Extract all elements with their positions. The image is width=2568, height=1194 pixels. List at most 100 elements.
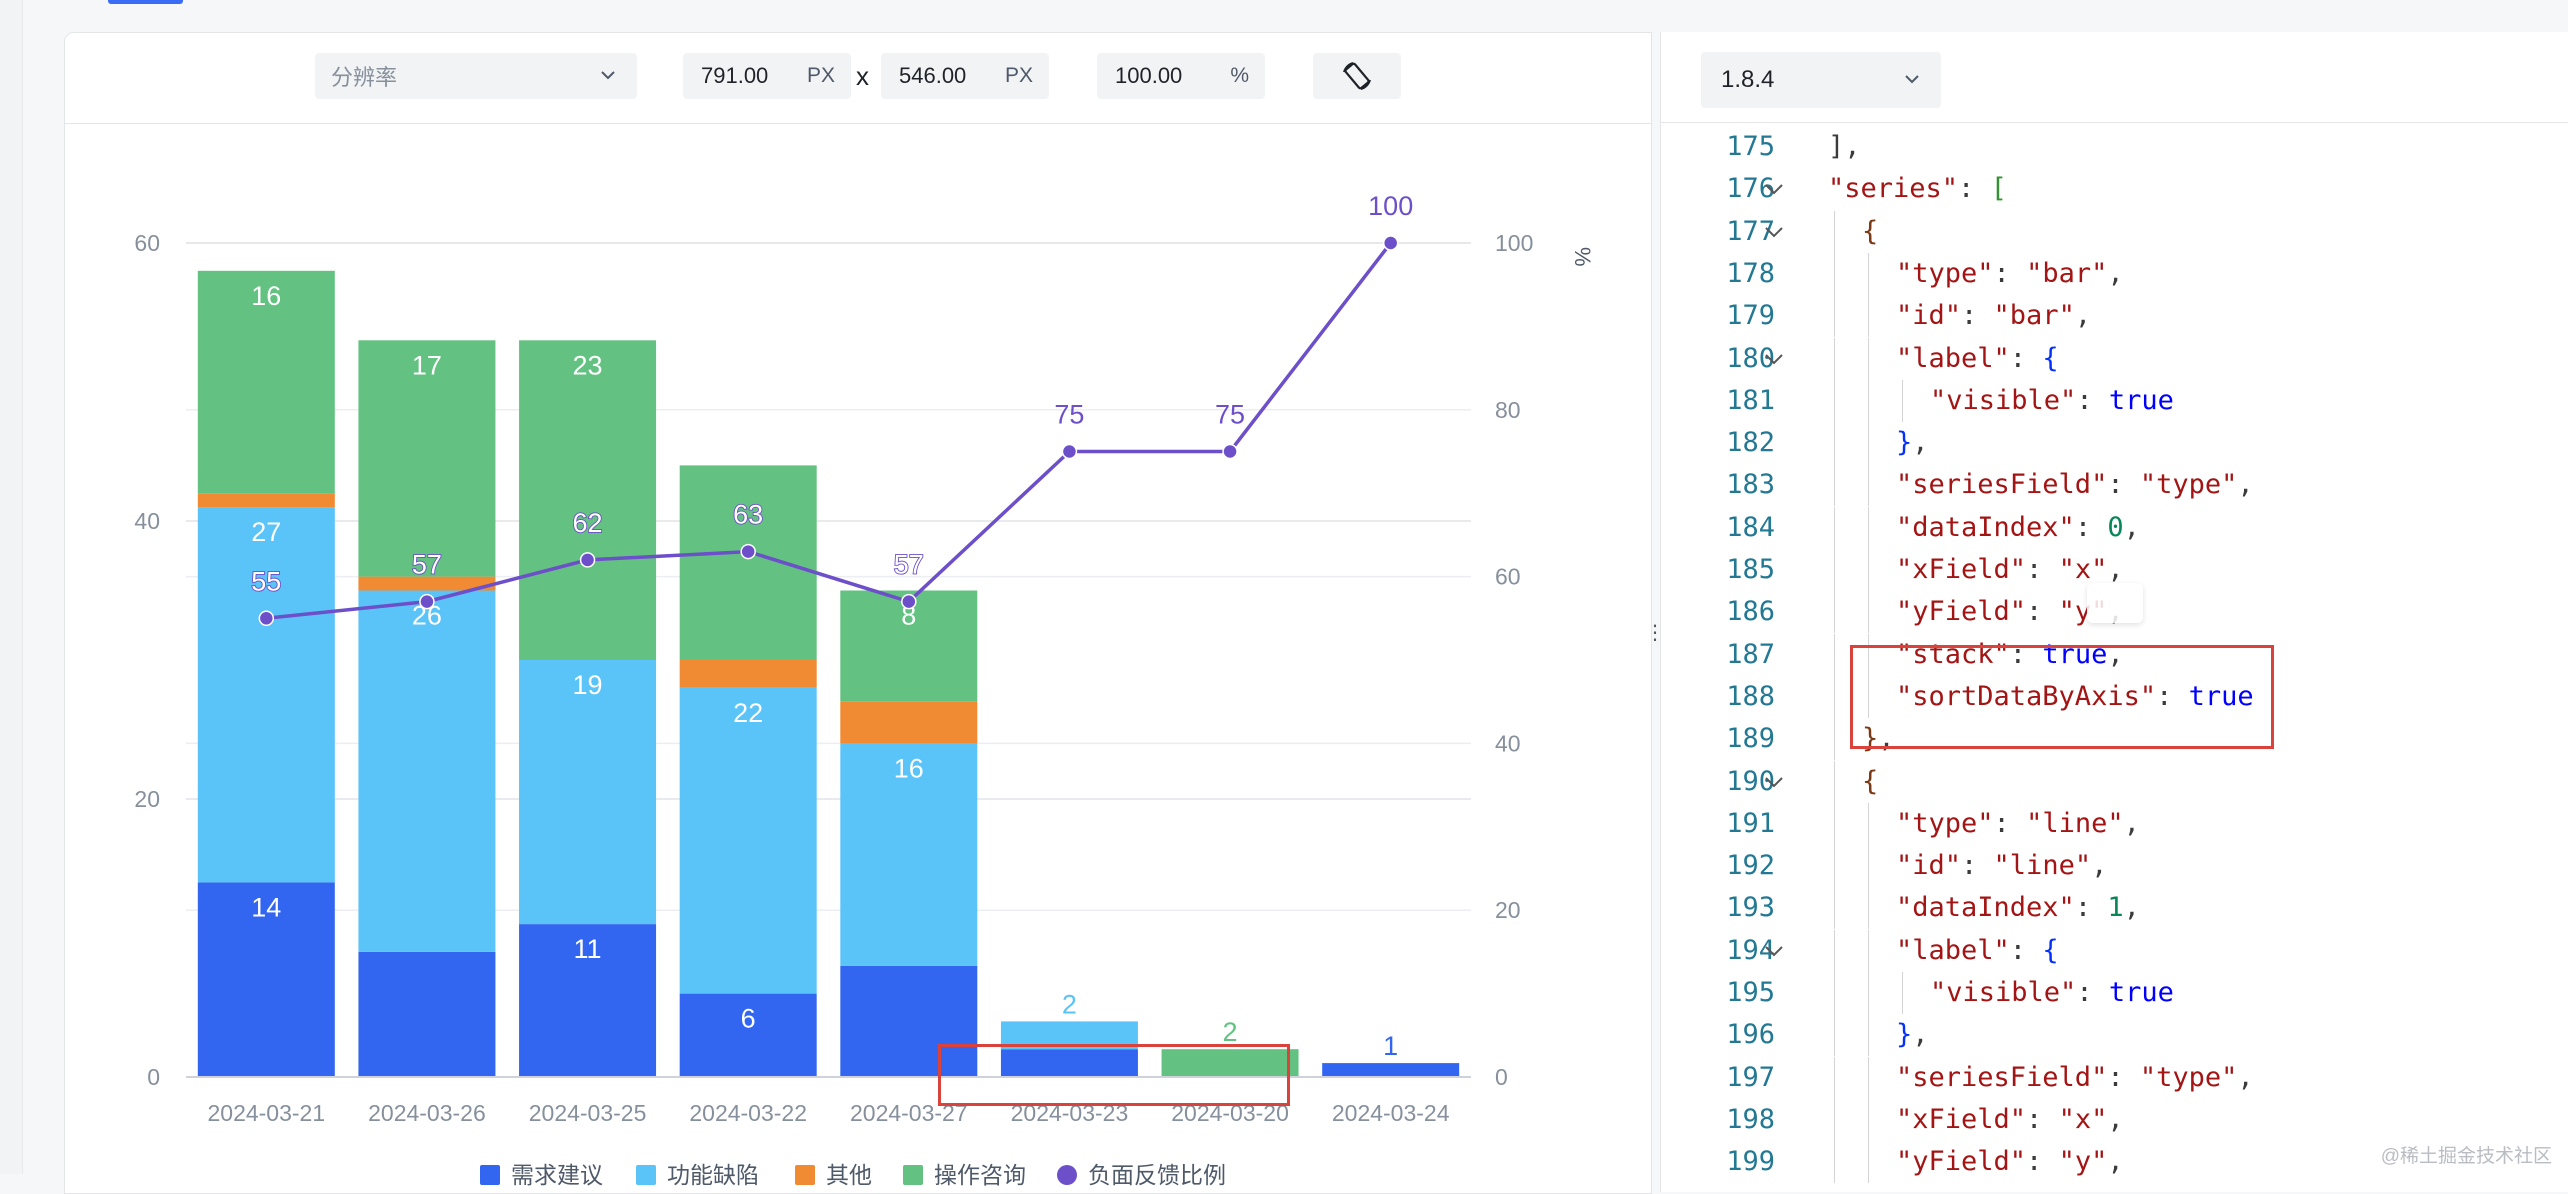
code-token: : [2026,596,2059,628]
y-right-tick-label: 100 [1495,230,1533,256]
zoom-input[interactable]: 100.00 % [1097,53,1265,99]
left-sidebar-strip [0,0,23,1174]
indent-guide [1834,252,1835,295]
indent-guide [1868,295,1869,338]
fold-chevron-icon[interactable] [1761,338,1787,380]
line-number: 180 [1726,342,1775,374]
code-line: 191 "type": "line", [1661,802,2568,845]
rotate-screen-icon [1343,62,1371,90]
line-data-label: 57 [412,550,442,580]
y-right-tick-label: 20 [1495,897,1521,923]
code-token: , [2123,892,2140,924]
watermark: @稀土掘金技术社区 [2380,1146,2552,1167]
code-line: 199 "yField": "y", [1661,1141,2568,1184]
code-text: }, [1896,1014,1929,1056]
resolution-select[interactable]: 分辨率 [315,53,637,99]
code-text: "visible": true [1930,380,2174,422]
hover-tooltip [2087,583,2143,623]
code-token: { [1862,765,1879,797]
line-number: 187 [1726,638,1775,670]
bar-segment [679,993,817,1077]
code-token: "dataIndex" [1896,892,2075,924]
chevron-down-icon [601,71,615,80]
code-token: "y" [2058,1146,2108,1178]
legend-label: 负面反馈比例 [1088,1162,1226,1188]
code-text: "label": { [1896,930,2059,972]
line-number: 185 [1726,554,1775,585]
editor-divider [1661,122,2568,123]
code-token: : [2009,342,2043,374]
bar-data-label: 23 [573,350,603,380]
code-token: "bar" [1993,300,2075,332]
bar-segment [679,465,817,660]
code-token: , [1912,1019,1929,1051]
code-token: 1 [2107,892,2124,924]
code-line: 183 "seriesField": "type", [1661,464,2568,507]
indent-guide [1834,845,1835,888]
line-number: 193 [1726,892,1775,924]
code-line: 193 "dataIndex": 1, [1661,887,2568,930]
indent-guide [1834,210,1835,253]
code-line: 184 "dataIndex": 0, [1661,506,2568,549]
line-point [1061,443,1078,460]
code-text: "seriesField": "type", [1896,1057,2254,1099]
code-token: "id" [1896,300,1962,332]
code-token: , [2123,511,2140,543]
code-token: : [2009,934,2043,966]
rotate-button[interactable] [1313,53,1401,99]
code-token: : [2074,511,2108,543]
y-right-tick-label: 60 [1495,564,1521,590]
line-number: 197 [1726,1061,1775,1093]
code-token: : [2076,977,2109,1008]
indent-guide [1834,760,1835,803]
code-line: 194 "label": { [1661,929,2568,972]
y-right-tick-label: 0 [1495,1064,1508,1090]
line-data-label: 75 [1054,400,1084,430]
line-number: 176 [1726,173,1775,205]
indent-guide [1834,802,1835,845]
code-token: "type" [1896,807,1994,839]
line-point [258,610,275,627]
bar-data-label: 2 [1062,989,1077,1019]
preview-toolbar: 分辨率 791.00 PX x 546.00 PX 100.00 % [65,33,1651,124]
indent-guide [1834,887,1835,930]
code-text: { [1862,211,1878,253]
indent-guide [1834,675,1835,718]
code-line: 185 "xField": "x", [1661,549,2568,591]
code-token: , [2237,469,2254,501]
code-token: "label" [1896,934,2010,966]
line-number: 190 [1726,765,1775,797]
bar-segment [519,924,657,1077]
code-text: "xField": "x", [1896,1099,2124,1141]
code-line: 196}, [1661,1014,2568,1057]
indent-guide [1834,1014,1835,1057]
legend-marker [636,1165,656,1185]
code-line: 182}, [1661,422,2568,465]
code-token: "seriesField" [1896,469,2108,501]
code-text: ], [1828,126,1861,168]
code-token: "visible" [1930,977,2077,1008]
code-line: 176 "series": [ [1661,168,2568,210]
code-editor-panel: 1.8.4 175], 176 "series": [177{178 "type": … [1660,32,2568,1192]
line-point [419,593,435,610]
fold-chevron-icon[interactable] [1761,761,1787,803]
code-token: : [1993,807,2027,839]
bar-data-label: 14 [251,892,281,922]
code-line: 192 "id": "line", [1661,845,2568,888]
y-right-unit-label: % [1570,247,1595,267]
code-token: , [2123,807,2140,839]
code-token: "line" [1993,850,2092,882]
fold-chevron-icon[interactable] [1761,168,1787,210]
indent-guide [1868,887,1869,930]
code-token: "xField" [1896,554,2027,585]
width-input[interactable]: 791.00 PX [683,53,851,99]
version-select[interactable]: 1.8.4 [1701,52,1941,108]
height-input[interactable]: 546.00 PX [881,53,1049,99]
code-token: } [1896,427,1913,459]
line-point [1222,443,1238,460]
y-left-tick-label: 60 [134,230,160,256]
fold-chevron-icon[interactable] [1761,930,1787,972]
fold-chevron-icon[interactable] [1761,211,1787,253]
code-token: ], [1828,131,1861,162]
code-token: , [2107,1103,2124,1135]
